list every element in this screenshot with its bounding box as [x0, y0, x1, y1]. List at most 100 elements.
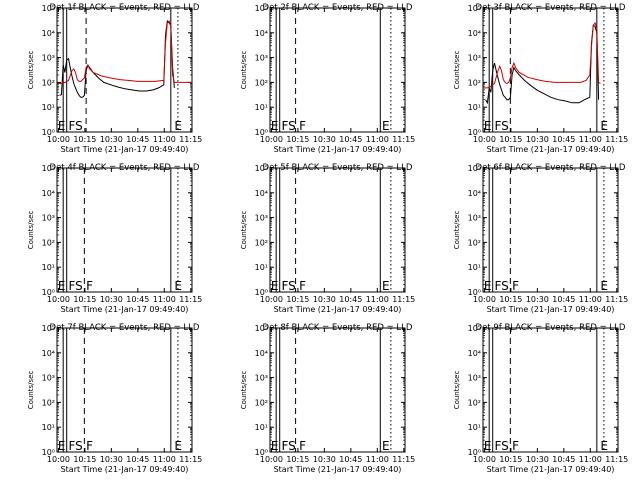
y-tick-label: 10²	[255, 398, 268, 407]
chart-title: Det 2f BLACK = Events, RED = LLD	[263, 3, 413, 13]
y-tick-label: 10¹	[468, 103, 481, 112]
x-tick-label: 10:30	[313, 295, 336, 304]
region-marker-label: E	[382, 439, 390, 453]
x-tick-label: 10:30	[313, 455, 336, 464]
x-tick-label: 10:00	[47, 295, 70, 304]
y-tick-label: 10³	[468, 214, 481, 223]
chart-title: Det 8f BLACK = Events, RED = LLD	[263, 323, 413, 333]
y-tick-label: 10⁰	[468, 288, 481, 297]
plot-frame	[269, 327, 406, 453]
x-axis-label: Start Time (21-Jan-17 09:49:40)	[487, 305, 615, 314]
region-marker-label: E	[271, 279, 279, 293]
x-tick-label: 11:15	[392, 295, 415, 304]
y-tick-label: 10¹	[468, 263, 481, 272]
y-tick-label: 10¹	[468, 423, 481, 432]
series-line-red	[57, 20, 192, 84]
y-tick-label: 10⁰	[255, 448, 268, 457]
y-axis-label: Counts/sec	[27, 211, 35, 250]
region-marker-label: F	[512, 439, 519, 453]
chart-title: Det 3f BLACK = Events, RED = LLD	[476, 3, 626, 13]
x-tick-label: 10:00	[260, 295, 283, 304]
plot-frame	[56, 167, 193, 293]
y-tick-label: 10⁵	[255, 324, 268, 333]
y-tick-label: 10⁵	[255, 164, 268, 173]
x-tick-label: 10:15	[73, 295, 96, 304]
y-axis-label: Counts/sec	[453, 211, 461, 250]
region-marker-label: E	[484, 119, 492, 133]
chart-panel-8: 10⁰ 10¹ 10² 10³ 10⁴ 10⁵ 10:00 10:15 10:30 10:45 11…	[240, 323, 415, 474]
chart-panel-7: 10⁰ 10¹ 10² 10³ 10⁴ 10⁵ 10:00 10:15 10:30 10:45 11…	[27, 323, 202, 474]
region-marker-label: F	[86, 439, 93, 453]
region-marker-label: FS	[494, 279, 508, 293]
y-tick-label: 10³	[468, 374, 481, 383]
y-tick-label: 10²	[255, 78, 268, 87]
y-tick-label: 10⁴	[42, 29, 55, 38]
region-marker-label: FS	[68, 119, 82, 133]
chart-panel-4: 10⁰ 10¹ 10² 10³ 10⁴ 10⁵ 10:00 10:15 10:30 10:45 11…	[27, 163, 202, 314]
x-tick-label: 11:15	[392, 455, 415, 464]
x-tick-label: 10:45	[339, 295, 362, 304]
y-tick-label: 10²	[255, 238, 268, 247]
plot-frame	[482, 167, 619, 293]
series-line-black	[59, 19, 175, 98]
y-tick-label: 10⁴	[255, 349, 268, 358]
y-tick-label: 10¹	[42, 423, 55, 432]
region-marker-label: E	[382, 119, 390, 133]
y-tick-label: 10⁴	[255, 29, 268, 38]
x-tick-label: 10:45	[339, 455, 362, 464]
chart-title: Det 9f BLACK = Events, RED = LLD	[476, 323, 626, 333]
x-tick-label: 11:00	[153, 455, 176, 464]
y-tick-label: 10¹	[42, 263, 55, 272]
chart-panel-6: 10⁰ 10¹ 10² 10³ 10⁴ 10⁵ 10:00 10:15 10:30 10:45 11…	[453, 163, 628, 314]
x-tick-label: 11:00	[366, 455, 389, 464]
x-tick-label: 11:15	[179, 295, 202, 304]
region-marker-label: E	[58, 279, 66, 293]
x-tick-label: 10:45	[339, 135, 362, 144]
region-marker-label: E	[600, 279, 608, 293]
x-tick-label: 11:15	[392, 135, 415, 144]
x-tick-label: 10:15	[286, 135, 309, 144]
plot-frame	[269, 167, 406, 293]
y-tick-label: 10³	[42, 214, 55, 223]
y-tick-label: 10²	[468, 398, 481, 407]
x-tick-label: 10:15	[499, 135, 522, 144]
y-tick-label: 10⁰	[255, 128, 268, 137]
region-marker-label: E	[271, 439, 279, 453]
y-tick-label: 10¹	[255, 423, 268, 432]
y-tick-label: 10³	[255, 374, 268, 383]
region-marker-label: FS	[281, 119, 295, 133]
region-marker-label: FS	[68, 279, 82, 293]
y-axis-label: Counts/sec	[453, 371, 461, 410]
y-tick-label: 10⁵	[468, 4, 481, 13]
x-tick-label: 10:15	[499, 295, 522, 304]
x-axis-label: Start Time (21-Jan-17 09:49:40)	[61, 145, 189, 154]
y-tick-label: 10³	[468, 54, 481, 63]
chart-title: Det 1f BLACK = Events, RED = LLD	[50, 3, 200, 13]
plot-frame	[56, 327, 193, 453]
series-line-red	[483, 21, 601, 89]
y-tick-label: 10⁰	[255, 288, 268, 297]
y-tick-label: 10²	[42, 398, 55, 407]
x-tick-label: 10:00	[47, 135, 70, 144]
x-tick-label: 10:00	[260, 135, 283, 144]
x-tick-label: 10:30	[526, 455, 549, 464]
x-tick-label: 11:00	[366, 135, 389, 144]
chart-panel-2: 10⁰ 10¹ 10² 10³ 10⁴ 10⁵ 10:00 10:15 10:30 10:45 11…	[240, 3, 415, 154]
x-axis-label: Start Time (21-Jan-17 09:49:40)	[61, 465, 189, 474]
region-marker-label: E	[271, 119, 279, 133]
x-tick-label: 11:00	[153, 135, 176, 144]
y-axis-label: Counts/sec	[27, 371, 35, 410]
region-marker-label: E	[382, 279, 390, 293]
y-tick-label: 10¹	[42, 103, 55, 112]
x-axis-label: Start Time (21-Jan-17 09:49:40)	[274, 465, 402, 474]
y-tick-label: 10⁴	[468, 349, 481, 358]
x-tick-label: 11:00	[153, 295, 176, 304]
y-axis-label: Counts/sec	[453, 51, 461, 90]
y-tick-label: 10⁵	[255, 4, 268, 13]
x-tick-label: 11:00	[579, 455, 602, 464]
chart-panel-1: 10⁰ 10¹ 10² 10³ 10⁴ 10⁵ 10:00 10:15 10:30 10:45 11…	[27, 3, 202, 154]
plot-frame	[482, 327, 619, 453]
x-tick-label: 10:00	[473, 455, 496, 464]
region-marker-label: E	[58, 439, 66, 453]
